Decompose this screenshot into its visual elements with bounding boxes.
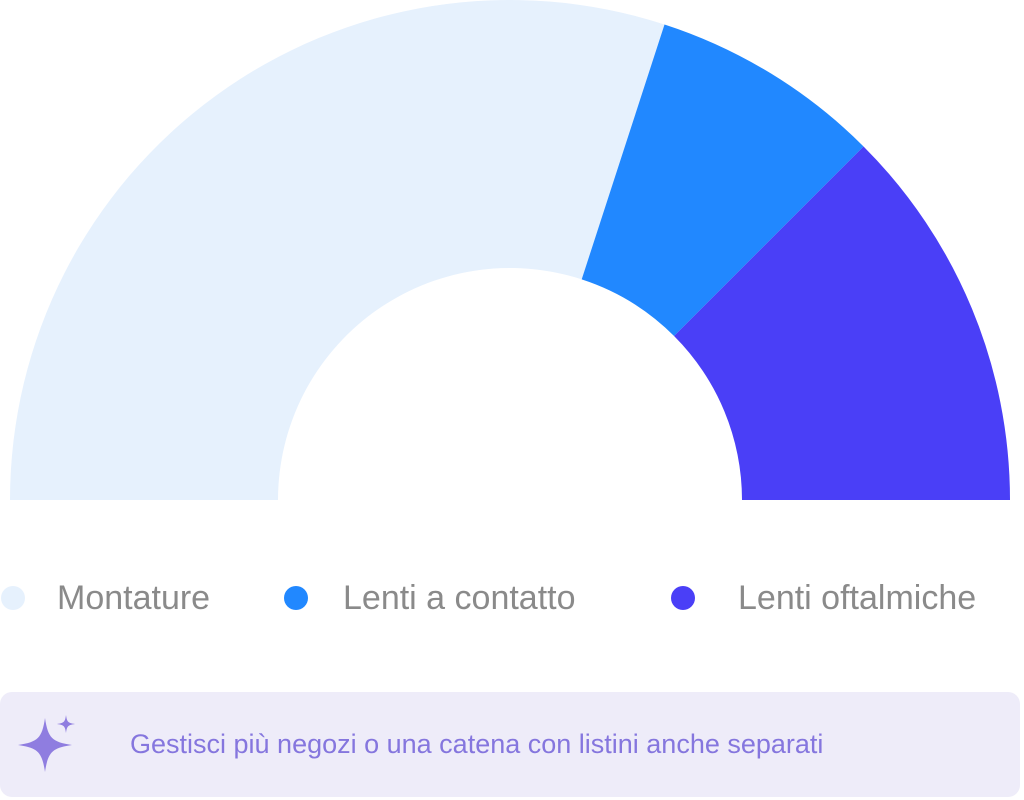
donut-segment <box>581 24 864 336</box>
banner-text: Gestisci più negozi o una catena con lis… <box>130 729 823 759</box>
donut-segment <box>10 0 665 501</box>
legend-label: Montature <box>57 579 210 617</box>
chart <box>10 0 1010 501</box>
donut-segment <box>674 146 1010 501</box>
legend-label: Lenti a contatto <box>343 579 576 617</box>
legend-marker <box>671 586 695 610</box>
legend-label: Lenti oftalmiche <box>738 579 976 617</box>
sparkle-icon <box>18 715 75 772</box>
legend-marker <box>1 586 25 610</box>
banner <box>0 692 1020 797</box>
legend-marker <box>284 586 308 610</box>
legend: Montature Lenti a contatto Lenti oftalmich… <box>1 579 976 617</box>
